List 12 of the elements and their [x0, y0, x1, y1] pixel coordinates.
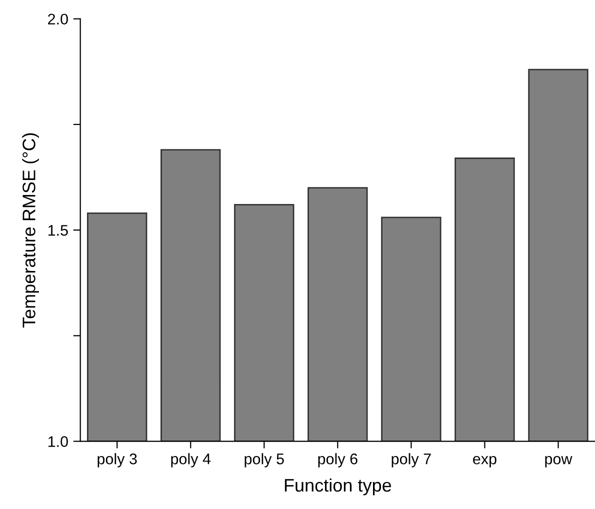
x-tick-label: pow: [545, 456, 572, 468]
y-tick-label: 2.0: [48, 14, 68, 25]
x-tick-label: exp: [473, 456, 496, 468]
y-tick-label: 1.0: [48, 436, 68, 447]
y-axis-title: Temperature RMSE (°C): [22, 133, 39, 328]
y-tick-label: 1.5: [48, 225, 68, 236]
x-tick-label: poly 3: [98, 453, 137, 468]
x-tick-label: poly 7: [392, 453, 431, 468]
x-axis-title: Function type: [284, 478, 392, 496]
x-tick-label: poly 5: [244, 453, 284, 468]
x-tick-label: poly 4: [171, 453, 211, 468]
x-tick-label: poly 6: [318, 453, 358, 468]
